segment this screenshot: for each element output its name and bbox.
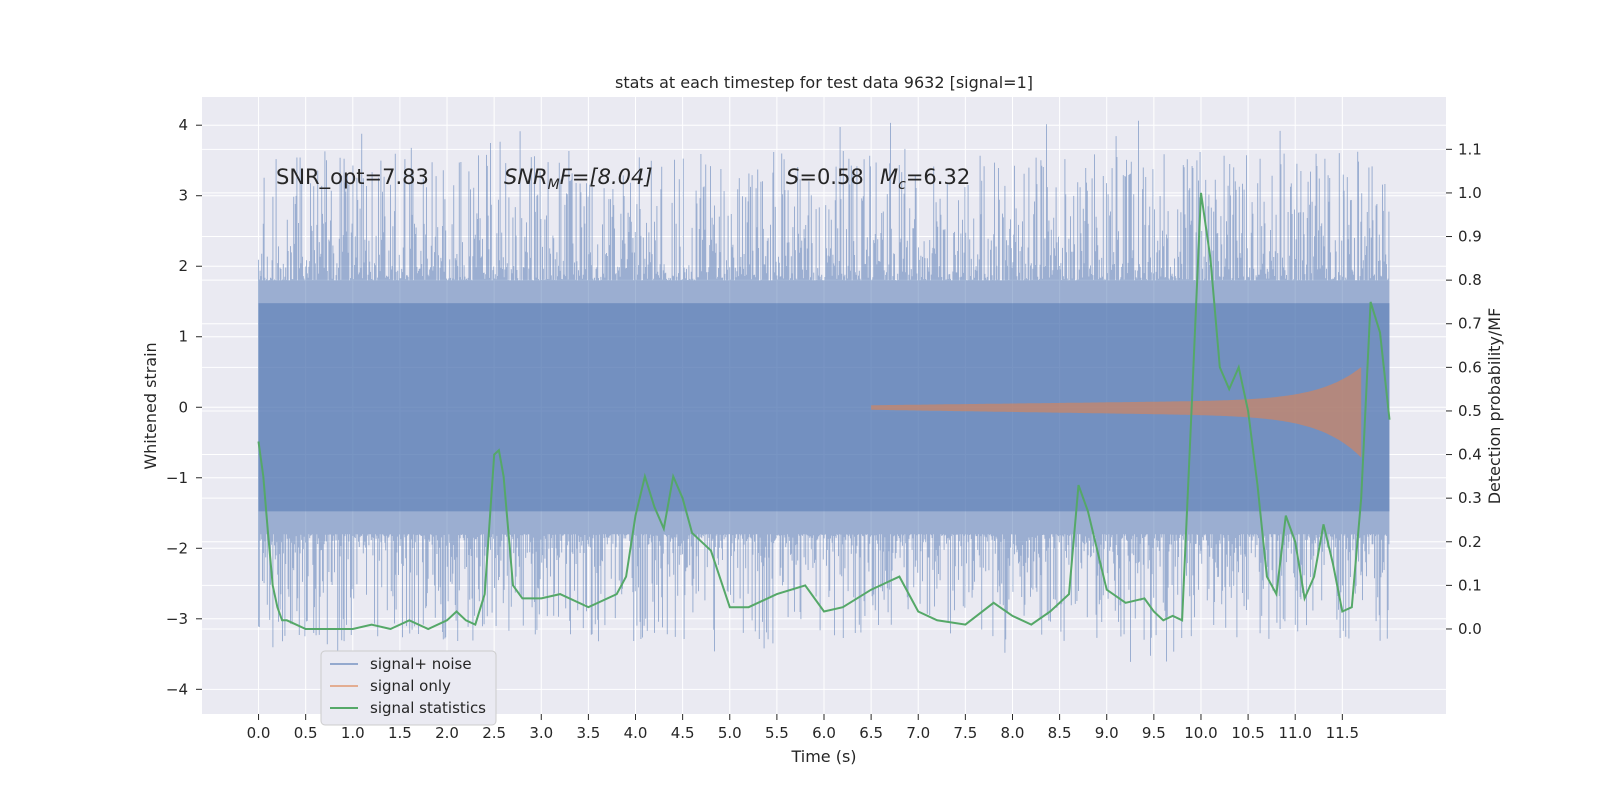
legend-box xyxy=(320,650,497,726)
annotation-snr-opt: SNR_opt=7.83 xyxy=(276,165,429,190)
y-right-tick-label: 0.9 xyxy=(1458,228,1482,246)
x-tick-label: 10.5 xyxy=(1231,724,1264,742)
x-tick-label: 0.0 xyxy=(247,724,271,742)
y-left-axis-title: Whitened strain xyxy=(141,342,160,469)
legend-label-signal-noise: signal+ noise xyxy=(370,655,472,673)
y-right-tick-label: 0.8 xyxy=(1458,271,1482,289)
y-right-tick-label: 0.7 xyxy=(1458,315,1482,333)
y-left-tick-label: −4 xyxy=(166,680,188,698)
x-tick-label: 10.0 xyxy=(1184,724,1217,742)
x-tick-label: 8.5 xyxy=(1048,724,1072,742)
y-right-tick-label: 0.3 xyxy=(1458,489,1482,507)
y-right-tick-label: 0.6 xyxy=(1458,358,1482,376)
x-tick-label: 4.5 xyxy=(671,724,695,742)
y-right-tick-label: 1.1 xyxy=(1458,140,1482,158)
x-axis-ticks: 0.0 0.5 1.0 1.5 2.0 2.5 3.0 3.5 4.0 4.5 5.0 5.5 6.0 6… xyxy=(247,714,1359,742)
series-signal-only xyxy=(871,367,1362,458)
y-left-tick-label: 2 xyxy=(178,257,188,275)
x-tick-label: 1.5 xyxy=(388,724,412,742)
y-left-tick-label: 3 xyxy=(178,187,188,205)
x-tick-label: 11.0 xyxy=(1279,724,1312,742)
signal-statistics-line xyxy=(257,192,1391,631)
y-right-axis-ticks: 1.1 1.0 0.9 0.8 0.7 0.6 0.5 0.4 0.3 0.2 0.1 0.0 xyxy=(1446,140,1482,638)
y-left-tick-label: −2 xyxy=(166,539,188,557)
y-right-tick-label: 0.0 xyxy=(1458,620,1482,638)
annotation-mc: Mc=6.32 xyxy=(880,165,970,193)
x-tick-label: 6.0 xyxy=(812,724,836,742)
x-tick-label: 0.5 xyxy=(294,724,318,742)
y-right-tick-label: 1.0 xyxy=(1458,184,1482,202)
legend: signal+ noise signal only signal statist… xyxy=(320,650,497,726)
legend-label-signal-only: signal only xyxy=(370,677,451,695)
x-tick-label: 7.5 xyxy=(953,724,977,742)
y-left-tick-label: 0 xyxy=(178,398,188,416)
x-tick-label: 2.0 xyxy=(435,724,459,742)
x-tick-label: 6.5 xyxy=(859,724,883,742)
x-tick-label: 5.5 xyxy=(765,724,789,742)
x-tick-label: 3.0 xyxy=(529,724,553,742)
annotation-s: S=0.58 xyxy=(786,165,864,189)
x-tick-label: 9.5 xyxy=(1142,724,1166,742)
y-right-tick-label: 0.5 xyxy=(1458,402,1482,420)
x-tick-label: 5.0 xyxy=(718,724,742,742)
x-tick-label: 7.0 xyxy=(906,724,930,742)
annotation-snr-mf: SNRMF=[8.04] xyxy=(504,165,653,193)
y-left-tick-label: 1 xyxy=(178,328,188,346)
series-signal-statistics xyxy=(257,192,1391,631)
y-left-tick-label: −1 xyxy=(166,469,188,487)
chart-title: stats at each timestep for test data 963… xyxy=(615,73,1033,92)
x-tick-label: 11.5 xyxy=(1326,724,1359,742)
y-right-tick-label: 0.2 xyxy=(1458,533,1482,551)
y-right-tick-label: 0.4 xyxy=(1458,446,1482,464)
y-left-tick-label: −3 xyxy=(166,610,188,628)
x-tick-label: 2.5 xyxy=(482,724,506,742)
x-tick-label: 4.0 xyxy=(624,724,648,742)
x-tick-label: 1.0 xyxy=(341,724,365,742)
x-tick-label: 3.5 xyxy=(576,724,600,742)
x-axis-label: Time (s) xyxy=(790,747,856,766)
y-left-axis-ticks: 4 3 2 1 0 −1 −2 −3 −4 xyxy=(166,116,202,698)
y-left-tick-label: 4 xyxy=(178,116,188,134)
x-tick-label: 8.0 xyxy=(1001,724,1025,742)
signal-only-trace xyxy=(871,367,1362,458)
y-right-tick-label: 0.1 xyxy=(1458,576,1482,594)
legend-label-signal-statistics: signal statistics xyxy=(370,699,486,717)
y-right-axis-title: Detection probability/MF xyxy=(1485,308,1504,505)
x-tick-label: 9.0 xyxy=(1095,724,1119,742)
